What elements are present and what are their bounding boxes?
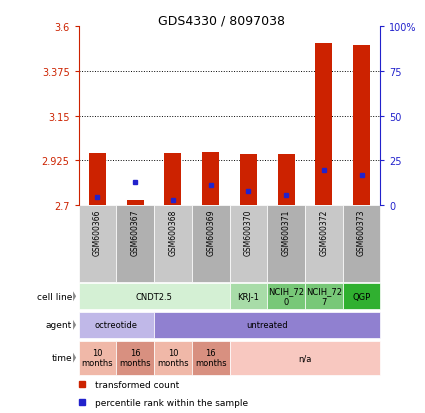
Bar xyxy=(164,154,181,206)
Text: GSM600373: GSM600373 xyxy=(357,209,366,255)
Text: time: time xyxy=(51,353,72,362)
Bar xyxy=(230,283,267,310)
Bar xyxy=(192,341,230,375)
Bar xyxy=(305,206,343,282)
Text: 16
months: 16 months xyxy=(195,348,227,368)
Text: KRJ-1: KRJ-1 xyxy=(238,292,259,301)
Bar xyxy=(154,312,380,338)
Bar xyxy=(305,283,343,310)
Text: percentile rank within the sample: percentile rank within the sample xyxy=(95,398,248,407)
Bar xyxy=(353,46,370,206)
Bar xyxy=(267,206,305,282)
Bar xyxy=(79,312,154,338)
Text: QGP: QGP xyxy=(352,292,371,301)
Bar xyxy=(315,44,332,206)
Bar xyxy=(79,341,116,375)
Bar xyxy=(202,153,219,206)
Bar xyxy=(154,341,192,375)
Text: n/a: n/a xyxy=(298,353,312,362)
Bar xyxy=(154,206,192,282)
Text: NCIH_72
7: NCIH_72 7 xyxy=(306,287,342,306)
Text: GSM600367: GSM600367 xyxy=(131,209,140,255)
Text: GSM600368: GSM600368 xyxy=(168,209,177,255)
Text: GSM600371: GSM600371 xyxy=(282,209,291,255)
Text: cell line: cell line xyxy=(37,292,72,301)
Text: GSM600370: GSM600370 xyxy=(244,209,253,255)
Text: GSM600369: GSM600369 xyxy=(206,209,215,255)
Text: 16
months: 16 months xyxy=(119,348,151,368)
Bar xyxy=(192,206,230,282)
Text: transformed count: transformed count xyxy=(95,380,179,389)
Bar xyxy=(89,154,106,206)
Bar xyxy=(278,155,295,206)
Bar xyxy=(79,206,116,282)
Bar xyxy=(230,341,380,375)
Bar xyxy=(343,206,380,282)
Text: GSM600366: GSM600366 xyxy=(93,209,102,255)
Text: NCIH_72
0: NCIH_72 0 xyxy=(268,287,304,306)
Bar xyxy=(267,283,305,310)
Text: 10
months: 10 months xyxy=(82,348,113,368)
Bar xyxy=(116,206,154,282)
Text: octreotide: octreotide xyxy=(95,320,138,330)
Bar xyxy=(79,283,230,310)
Text: GSM600372: GSM600372 xyxy=(319,209,328,255)
Text: agent: agent xyxy=(46,320,72,330)
Text: CNDT2.5: CNDT2.5 xyxy=(136,292,173,301)
Text: GDS4330 / 8097038: GDS4330 / 8097038 xyxy=(158,14,284,27)
Bar xyxy=(240,155,257,206)
Bar xyxy=(230,206,267,282)
Bar xyxy=(343,283,380,310)
Text: 10
months: 10 months xyxy=(157,348,189,368)
Text: untreated: untreated xyxy=(246,320,288,330)
Bar xyxy=(116,341,154,375)
Bar xyxy=(127,201,144,206)
